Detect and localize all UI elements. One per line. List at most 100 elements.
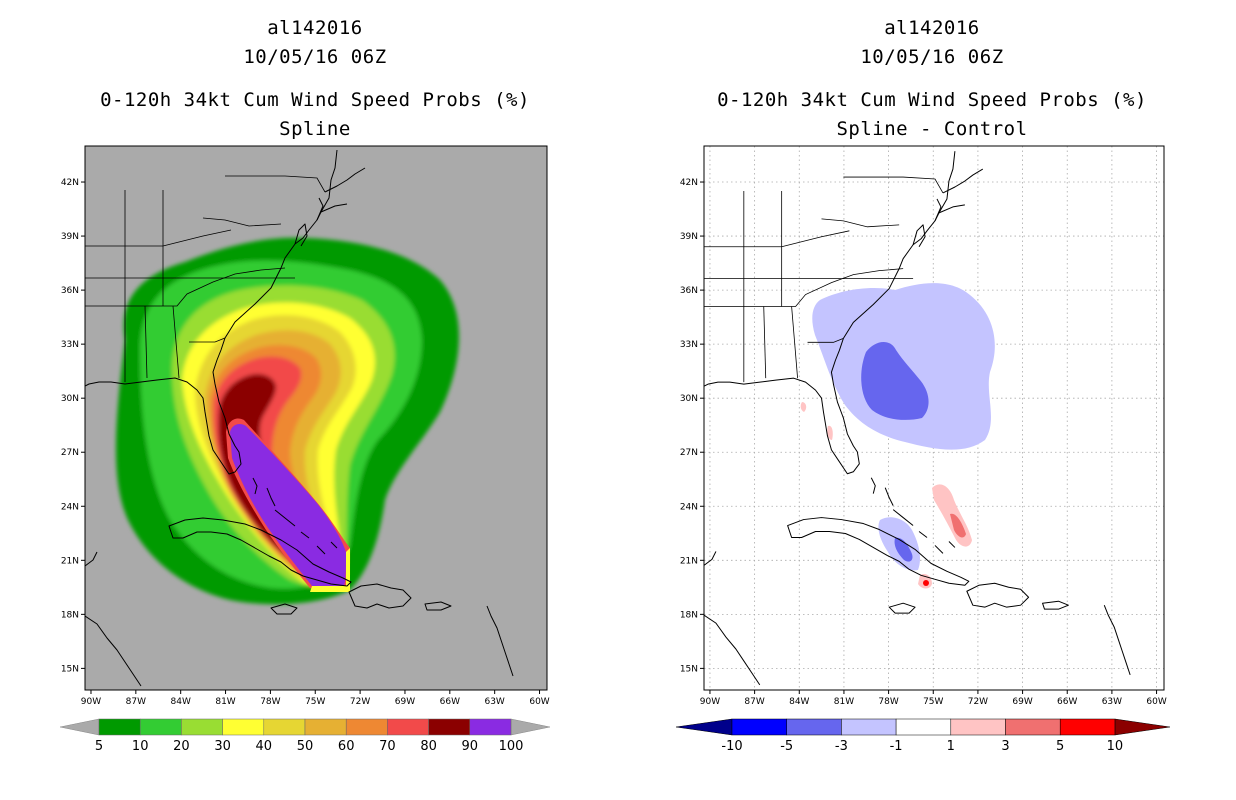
left-colorbar-label: 100 (499, 739, 524, 754)
lon-tick-label: 72W (350, 697, 370, 707)
lat-tick-label: 15N (61, 664, 79, 674)
lat-tick-label: 30N (680, 394, 698, 404)
lat-tick-label: 33N (680, 340, 698, 350)
diff-plus3-bahamas (950, 513, 966, 538)
lat-tick-label: 18N (680, 610, 698, 620)
lon-tick-label: 78W (260, 697, 280, 707)
left-colorbar-label: 70 (379, 739, 396, 754)
left-colorbar-swatch (181, 718, 223, 736)
right-storm-id: al142016 (884, 17, 980, 39)
lat-tick-label: 27N (61, 448, 79, 458)
lon-tick-label: 69W (395, 697, 415, 707)
right-colorbar: -10 -5 -3 -1 1 3 5 10 (675, 718, 1171, 754)
lat-tick-label: 27N (680, 448, 698, 458)
left-product: 0-120h 34kt Cum Wind Speed Probs (%) (100, 89, 530, 111)
lat-tick-label: 36N (680, 286, 698, 296)
lon-tick-label: 66W (1057, 697, 1077, 707)
lat-tick-label: 18N (61, 610, 79, 620)
right-map-frame (703, 145, 1165, 691)
left-map (84, 145, 548, 691)
right-colorbar-swatch (786, 718, 842, 736)
right-colorbar-label: 3 (1001, 739, 1009, 754)
right-colorbar-min-arrow (675, 718, 733, 736)
lat-tick-label: 42N (680, 178, 698, 188)
right-axes: 42N 39N 36N 33N 30N 27N 24N 21N 18N 15N 90W 87W 84W 8… (680, 178, 1167, 707)
lon-tick-label: 81W (834, 697, 854, 707)
right-colorbar-swatch (731, 718, 787, 736)
lon-tick-label: 75W (923, 697, 943, 707)
left-colorbar-label: 10 (132, 739, 149, 754)
left-colorbar-max-arrow (510, 718, 551, 736)
left-colorbar-label: 80 (420, 739, 437, 754)
left-colorbar-label: 5 (95, 739, 103, 754)
right-map (703, 145, 1165, 691)
lon-tick-label: 84W (171, 697, 191, 707)
right-colorbar-label: -10 (721, 739, 742, 754)
lon-tick-label: 75W (305, 697, 325, 707)
lat-tick-label: 42N (61, 178, 79, 188)
lon-tick-label: 87W (126, 697, 146, 707)
left-map-frame (84, 145, 548, 691)
right-product: 0-120h 34kt Cum Wind Speed Probs (%) (717, 89, 1147, 111)
lon-tick-label: 66W (440, 697, 460, 707)
diff-plus1-gulf (827, 425, 833, 440)
lat-tick-label: 21N (680, 556, 698, 566)
lon-tick-label: 81W (215, 697, 235, 707)
left-colorbar-swatch (469, 718, 512, 736)
right-colorbar-max-arrow (1114, 718, 1171, 736)
lat-tick-label: 24N (680, 502, 698, 512)
lat-tick-label: 30N (61, 394, 79, 404)
lon-tick-label: 63W (484, 697, 504, 707)
left-colorbar-label: 40 (256, 739, 273, 754)
left-colorbar-min-arrow (59, 718, 100, 736)
right-method: Spline - Control (836, 118, 1028, 140)
prob-band-100 (230, 424, 346, 586)
right-colorbar-swatch (1005, 718, 1061, 736)
left-colorbar-label: 90 (462, 739, 479, 754)
lon-tick-label: 72W (968, 697, 988, 707)
lon-tick-label: 84W (789, 697, 809, 707)
left-colorbar-label: 60 (338, 739, 355, 754)
lon-tick-label: 87W (744, 697, 764, 707)
lat-tick-label: 36N (61, 286, 79, 296)
left-colorbar-swatch (139, 718, 182, 736)
left-colorbar-swatch (263, 718, 306, 736)
lon-tick-label: 60W (1146, 697, 1166, 707)
lon-tick-label: 63W (1102, 697, 1122, 707)
right-colorbar-label: -1 (890, 739, 903, 754)
right-difference-contours (800, 283, 995, 589)
right-colorbar-swatch (1059, 718, 1116, 736)
left-colorbar-swatch (222, 718, 265, 736)
right-colorbar-swatch (841, 718, 897, 736)
diff-plus1-florida (800, 402, 807, 412)
right-colorbar-label: 5 (1056, 739, 1064, 754)
lat-tick-label: 39N (61, 232, 79, 242)
left-colorbar-swatch (304, 718, 347, 736)
right-datetime: 10/05/16 06Z (860, 46, 1004, 68)
left-colorbar-swatch (98, 718, 141, 736)
right-colorbar-label: 1 (947, 739, 955, 754)
right-colorbar-swatch (895, 718, 952, 736)
lon-tick-label: 60W (529, 697, 549, 707)
right-colorbar-label: -5 (780, 739, 793, 754)
lat-tick-label: 24N (61, 502, 79, 512)
lon-tick-label: 90W (700, 697, 720, 707)
lat-tick-label: 15N (680, 664, 698, 674)
left-colorbar-swatch (345, 718, 388, 736)
left-axes: 42N 39N 36N 33N 30N 27N 24N 21N 18N 15N 90W 87W 84W 8… (61, 178, 550, 707)
left-datetime: 10/05/16 06Z (243, 46, 387, 68)
left-colorbar: 5 10 20 30 40 50 60 70 80 90 100 (59, 718, 551, 754)
diff-plus10-haiti (923, 580, 929, 586)
prob-band-80 (218, 374, 345, 572)
left-probability-contours (85, 149, 514, 687)
left-colorbar-swatch (428, 718, 471, 736)
right-title: al142016 10/05/16 06Z 0-120h 34kt Cum Wi… (652, 14, 1212, 144)
left-colorbar-label: 50 (297, 739, 314, 754)
lon-tick-label: 69W (1012, 697, 1032, 707)
diff-minus3-area (861, 341, 929, 420)
diff-minus3-cuba (894, 537, 913, 562)
lat-tick-label: 21N (61, 556, 79, 566)
right-colorbar-swatch (950, 718, 1006, 736)
left-title: al142016 10/05/16 06Z 0-120h 34kt Cum Wi… (35, 14, 595, 144)
